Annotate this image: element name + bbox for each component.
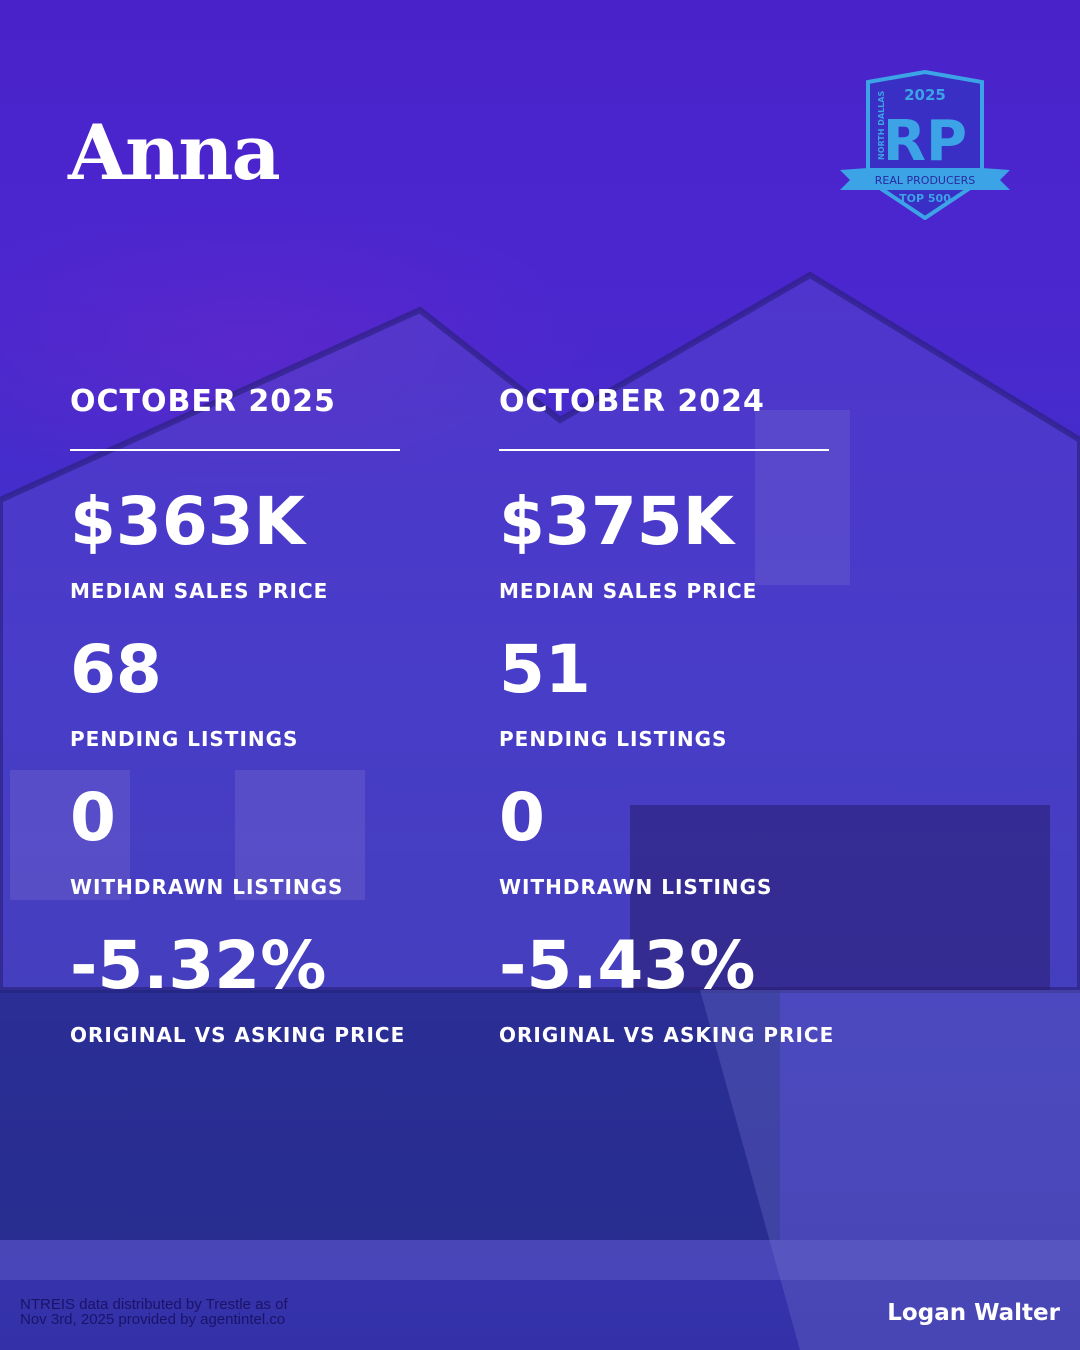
median-sales-price-label: MEDIAN SALES PRICE bbox=[70, 579, 329, 603]
pending-listings-label: PENDING LISTINGS bbox=[499, 727, 728, 751]
pending-listings-value: 51 bbox=[499, 631, 591, 708]
real-producers-badge-logo: 2025 RP NORTH DALLAS REAL PRODUCERS TOP … bbox=[840, 70, 1010, 220]
source-line-2: Nov 3rd, 2025 provided by agentintel.co bbox=[20, 1311, 286, 1328]
svg-text:2025: 2025 bbox=[904, 86, 946, 104]
divider bbox=[499, 449, 829, 451]
withdrawn-listings-label: WITHDRAWN LISTINGS bbox=[70, 875, 344, 899]
median-sales-price-value: $363K bbox=[70, 483, 305, 560]
median-sales-price-value: $375K bbox=[499, 483, 734, 560]
city-title: Anna bbox=[68, 108, 281, 197]
agent-name: Logan Walter bbox=[887, 1300, 1060, 1326]
column-header: OCTOBER 2024 bbox=[499, 384, 765, 419]
withdrawn-listings-value: 0 bbox=[70, 779, 116, 856]
original-vs-asking-label: ORIGINAL VS ASKING PRICE bbox=[70, 1023, 406, 1047]
data-source-note: NTREIS data distributed by Trestle as of… bbox=[20, 1297, 288, 1327]
withdrawn-listings-value: 0 bbox=[499, 779, 545, 856]
column-october-2024: OCTOBER 2024 $375K MEDIAN SALES PRICE 51… bbox=[499, 384, 839, 1047]
pending-listings-label: PENDING LISTINGS bbox=[70, 727, 299, 751]
original-vs-asking-label: ORIGINAL VS ASKING PRICE bbox=[499, 1023, 835, 1047]
withdrawn-listings-label: WITHDRAWN LISTINGS bbox=[499, 875, 773, 899]
svg-text:REAL PRODUCERS: REAL PRODUCERS bbox=[875, 174, 975, 187]
original-vs-asking-value: -5.43% bbox=[499, 927, 756, 1004]
svg-text:RP: RP bbox=[883, 109, 967, 174]
svg-text:TOP 500: TOP 500 bbox=[899, 192, 951, 205]
original-vs-asking-value: -5.32% bbox=[70, 927, 327, 1004]
column-october-2025: OCTOBER 2025 $363K MEDIAN SALES PRICE 68… bbox=[70, 384, 410, 1047]
pending-listings-value: 68 bbox=[70, 631, 162, 708]
source-line-1: NTREIS data distributed by Trestle as of bbox=[20, 1296, 288, 1313]
column-header: OCTOBER 2025 bbox=[70, 384, 336, 419]
divider bbox=[70, 449, 400, 451]
svg-text:NORTH DALLAS: NORTH DALLAS bbox=[877, 91, 886, 160]
median-sales-price-label: MEDIAN SALES PRICE bbox=[499, 579, 758, 603]
